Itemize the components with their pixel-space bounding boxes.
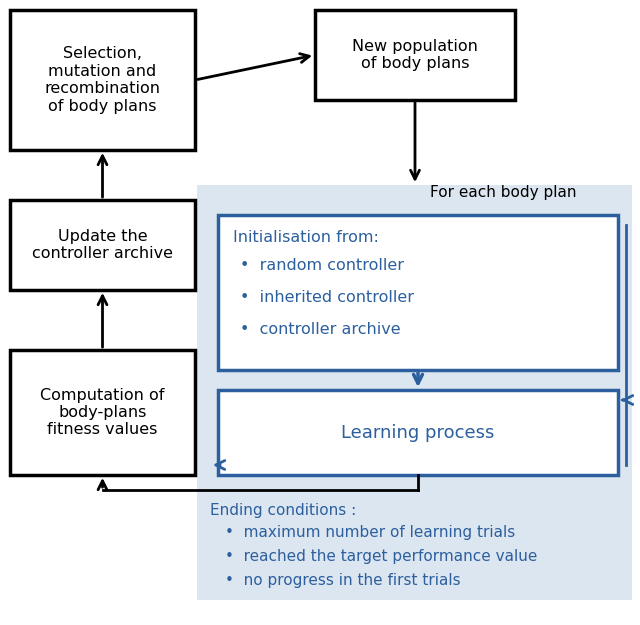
Text: •  controller archive: • controller archive	[240, 321, 401, 336]
Text: For each body plan: For each body plan	[430, 184, 577, 199]
Text: •  reached the target performance value: • reached the target performance value	[225, 549, 538, 564]
Text: Initialisation from:: Initialisation from:	[233, 229, 379, 244]
Text: Selection,
mutation and
recombination
of body plans: Selection, mutation and recombination of…	[45, 46, 161, 114]
Bar	[10, 200, 195, 290]
Text: New population
of body plans: New population of body plans	[352, 39, 478, 71]
Text: •  maximum number of learning trials: • maximum number of learning trials	[225, 526, 515, 541]
Bar	[218, 215, 618, 370]
Text: Update the
controller archive: Update the controller archive	[32, 229, 173, 261]
Text: •  random controller: • random controller	[240, 258, 404, 272]
Bar	[10, 350, 195, 475]
Text: •  no progress in the first trials: • no progress in the first trials	[225, 574, 461, 589]
Text: Learning process: Learning process	[341, 424, 495, 441]
Text: Ending conditions :: Ending conditions :	[210, 503, 356, 518]
Text: •  inherited controller: • inherited controller	[240, 289, 414, 304]
Bar	[218, 390, 618, 475]
Bar	[315, 10, 515, 100]
Text: Computation of
body-plans
fitness values: Computation of body-plans fitness values	[40, 388, 164, 438]
Bar	[10, 10, 195, 150]
Bar	[197, 185, 632, 600]
